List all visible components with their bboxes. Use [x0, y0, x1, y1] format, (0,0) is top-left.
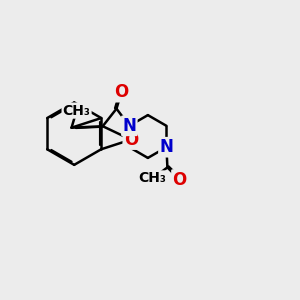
- Text: O: O: [172, 171, 187, 189]
- Text: CH₃: CH₃: [139, 172, 166, 185]
- Text: N: N: [160, 138, 173, 156]
- Text: O: O: [114, 83, 129, 101]
- Text: O: O: [124, 130, 138, 148]
- Text: N: N: [122, 117, 136, 135]
- Text: CH₃: CH₃: [63, 103, 91, 118]
